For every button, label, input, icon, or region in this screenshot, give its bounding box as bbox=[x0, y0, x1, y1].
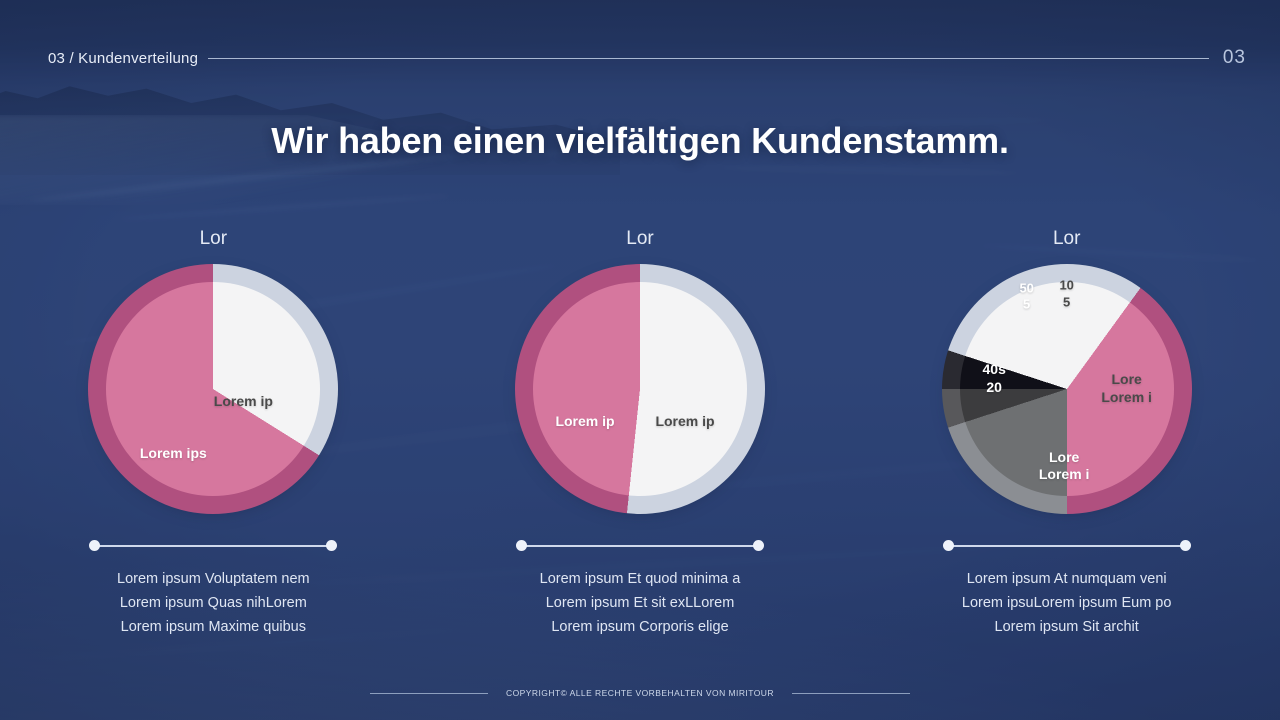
caption-divider-line bbox=[521, 545, 759, 547]
chart-caption: Lorem ipsum Voluptatem nem Lorem ipsum Qu… bbox=[89, 540, 338, 639]
pie-inner-disc bbox=[959, 282, 1174, 496]
caption-line: Lorem ipsum At numquam veni bbox=[966, 571, 1167, 587]
background-shoreline-band bbox=[0, 0, 1280, 100]
caption-line: Lorem ipsum Corporis elige bbox=[551, 619, 729, 635]
caption-line: Lorem ipsum Voluptatem nem bbox=[117, 571, 310, 587]
page-number: 03 bbox=[1222, 47, 1246, 68]
caption-line: Lorem ipsuLorem ipsum Eum po bbox=[961, 595, 1172, 611]
caption-line: Lorem ipsum Quas nihLorem bbox=[119, 595, 307, 611]
caption-dot-left bbox=[942, 540, 954, 551]
header-divider-line bbox=[208, 57, 1209, 59]
chart-column-2: Lor Lorem ip Lorem ip Lorem ipsum Et quod m… bbox=[427, 228, 854, 639]
caption-divider-line bbox=[947, 545, 1186, 547]
caption-dot-left bbox=[89, 540, 101, 551]
caption-divider bbox=[516, 540, 764, 551]
chart-column-3: Lor Lore Lorem i Lore Lorem i 40s 20 50 5 10 … bbox=[853, 228, 1280, 639]
slide-footer: COPYRIGHT© ALLE RECHTE VORBEHALTEN VON M… bbox=[0, 688, 1280, 698]
caption-dot-right bbox=[753, 540, 764, 551]
chart-caption: Lorem ipsum Et quod minima a Lorem ipsum … bbox=[516, 540, 764, 639]
caption-divider bbox=[942, 540, 1191, 551]
copyright-text: COPYRIGHT© ALLE RECHTE VORBEHALTEN VON M… bbox=[506, 688, 774, 698]
caption-line: Lorem ipsum Et sit exLLorem bbox=[545, 595, 735, 611]
footer-divider-left bbox=[370, 692, 488, 694]
chart-title: Lor bbox=[626, 228, 654, 249]
caption-line: Lorem ipsum Sit archit bbox=[994, 619, 1139, 635]
chart-title: Lor bbox=[199, 228, 228, 249]
section-label: 03 / Kundenverteilung bbox=[48, 49, 199, 67]
pie-chart[interactable]: Lorem ip Lorem ips bbox=[88, 264, 339, 514]
caption-dot-left bbox=[516, 540, 527, 551]
caption-dot-right bbox=[326, 540, 338, 551]
chart-caption: Lorem ipsum At numquam veni Lorem ipsuLor… bbox=[942, 540, 1191, 639]
caption-dot-right bbox=[1179, 540, 1191, 551]
caption-divider-line bbox=[94, 545, 333, 547]
slide-header: 03 / Kundenverteilung 03 bbox=[0, 44, 1280, 72]
pie-chart[interactable]: Lore Lorem i Lore Lorem i 40s 20 50 5 10 5 bbox=[941, 264, 1192, 514]
pie-inner-disc bbox=[533, 282, 747, 496]
page-title: Wir haben einen vielfältigen Kundenstamm… bbox=[271, 120, 1009, 161]
pie-chart[interactable]: Lorem ip Lorem ip bbox=[515, 264, 765, 514]
caption-line: Lorem ipsum Maxime quibus bbox=[120, 619, 306, 635]
pie-chart-columns: Lor Lorem ip Lorem ips Lorem ipsum Voluptat… bbox=[0, 228, 1280, 639]
caption-divider bbox=[89, 540, 338, 551]
footer-divider-right bbox=[791, 692, 910, 694]
chart-column-1: Lor Lorem ip Lorem ips Lorem ipsum Voluptat… bbox=[0, 228, 427, 639]
pie-inner-disc bbox=[106, 282, 321, 496]
chart-title: Lor bbox=[1052, 228, 1081, 249]
caption-line: Lorem ipsum Et quod minima a bbox=[539, 571, 741, 587]
